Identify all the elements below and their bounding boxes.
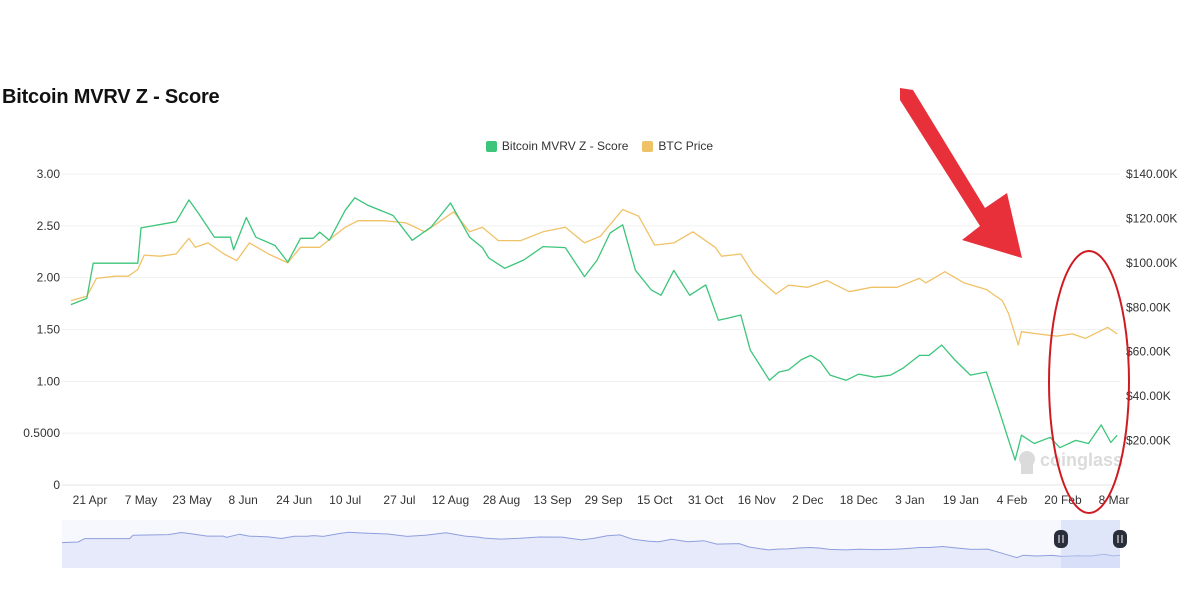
navigator-handle[interactable] bbox=[1054, 530, 1068, 548]
navigator-area bbox=[62, 532, 1120, 568]
legend-item-zscore[interactable]: Bitcoin MVRV Z - Score bbox=[485, 139, 629, 153]
x-tick-label: 28 Aug bbox=[483, 493, 520, 507]
x-tick-label: 23 May bbox=[172, 493, 211, 507]
y-right-tick-label: $140.00K bbox=[1126, 167, 1177, 181]
btc-price-line bbox=[70, 208, 1118, 346]
y-left-tick-label: 3.00 bbox=[37, 167, 61, 181]
coinglass-watermark: coinglass bbox=[1019, 450, 1123, 474]
x-tick-label: 18 Dec bbox=[840, 493, 878, 507]
y-left-tick-label: 0.5000 bbox=[23, 426, 60, 440]
y-left-tick-label: 1.50 bbox=[37, 323, 61, 337]
x-tick-label: 20 Feb bbox=[1044, 493, 1082, 507]
annotations bbox=[900, 88, 1130, 514]
x-tick-label: 8 Jun bbox=[228, 493, 257, 507]
x-tick-label: 24 Jun bbox=[276, 493, 312, 507]
x-tick-label: 3 Jan bbox=[895, 493, 924, 507]
x-tick-label: 13 Sep bbox=[534, 493, 572, 507]
y-right-tick-label: $20.00K bbox=[1126, 434, 1171, 448]
y-right-tick-label: $100.00K bbox=[1126, 256, 1177, 270]
y-left-tick-label: 2.00 bbox=[37, 271, 61, 285]
y-left-tick-label: 1.00 bbox=[37, 374, 61, 388]
y-right-tick-label: $60.00K bbox=[1126, 345, 1171, 359]
x-tick-label: 21 Apr bbox=[73, 493, 108, 507]
legend-swatch-zscore bbox=[485, 140, 497, 152]
x-tick-label: 16 Nov bbox=[738, 493, 776, 507]
y-axis-right: $20.00K $40.00K $60.00K $80.00K $100.00K $120… bbox=[1126, 167, 1177, 448]
x-axis: 21 Apr 7 May 23 May 8 Jun 24 Jun 10 Jul 27 Jul… bbox=[73, 493, 1130, 507]
legend-label-zscore: Bitcoin MVRV Z - Score bbox=[501, 139, 629, 153]
y-left-tick-label: 2.50 bbox=[37, 219, 61, 233]
navigator-selection bbox=[1061, 520, 1120, 568]
red-arrow-icon bbox=[900, 88, 1022, 258]
x-tick-label: 19 Jan bbox=[943, 493, 979, 507]
chart-legend: Bitcoin MVRV Z - Score BTC Price bbox=[0, 139, 1195, 153]
y-right-tick-label: $40.00K bbox=[1126, 389, 1171, 403]
x-tick-label: 12 Aug bbox=[432, 493, 469, 507]
watermark-text: coinglass bbox=[1040, 450, 1123, 470]
series-lines bbox=[70, 197, 1118, 461]
red-ellipse-annotation bbox=[1048, 250, 1130, 514]
legend-item-btc-price[interactable]: BTC Price bbox=[642, 139, 713, 153]
chart-title: Bitcoin MVRV Z - Score bbox=[2, 86, 220, 108]
x-tick-label: 31 Oct bbox=[688, 493, 724, 507]
navigator-line bbox=[61, 531, 1121, 559]
y-axis-left: 0 0.5000 1.00 1.50 2.00 2.50 3.00 bbox=[23, 167, 60, 492]
zscore-line bbox=[70, 197, 1118, 461]
legend-label-btc-price: BTC Price bbox=[658, 139, 714, 153]
x-tick-label: 10 Jul bbox=[329, 493, 361, 507]
legend-swatch-btc-price bbox=[642, 140, 654, 152]
x-tick-label: 29 Sep bbox=[585, 493, 623, 507]
x-tick-label: 4 Feb bbox=[997, 493, 1028, 507]
y-right-tick-label: $80.00K bbox=[1126, 300, 1171, 314]
x-tick-label: 27 Jul bbox=[383, 493, 415, 507]
grid-lines bbox=[62, 173, 1120, 486]
x-tick-label: 8 Mar bbox=[1099, 493, 1130, 507]
navigator-handle[interactable] bbox=[1113, 530, 1127, 548]
navigator bbox=[61, 520, 1127, 568]
x-tick-label: 15 Oct bbox=[637, 493, 673, 507]
x-tick-label: 2 Dec bbox=[792, 493, 823, 507]
y-right-tick-label: $120.00K bbox=[1126, 211, 1177, 225]
x-tick-label: 7 May bbox=[125, 493, 158, 507]
y-left-tick-label: 0 bbox=[53, 478, 60, 492]
